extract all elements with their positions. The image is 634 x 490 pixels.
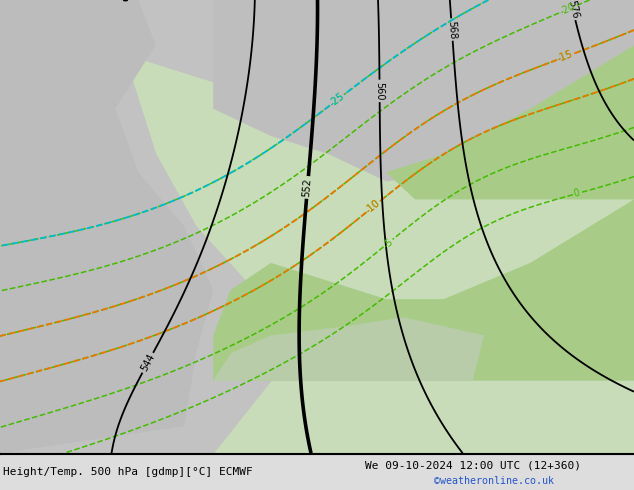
Text: -10: -10 xyxy=(364,198,382,216)
Text: -15: -15 xyxy=(556,49,574,64)
Polygon shape xyxy=(0,0,634,109)
Text: -15: -15 xyxy=(556,49,574,64)
Polygon shape xyxy=(213,318,484,381)
Text: ©weatheronline.co.uk: ©weatheronline.co.uk xyxy=(434,476,554,486)
Text: 576: 576 xyxy=(566,0,579,19)
Text: -20: -20 xyxy=(558,2,576,17)
Text: 544: 544 xyxy=(139,352,157,373)
Text: -25: -25 xyxy=(328,91,346,109)
Text: We 09-10-2024 12:00 UTC (12+360): We 09-10-2024 12:00 UTC (12+360) xyxy=(365,461,581,470)
Polygon shape xyxy=(213,0,634,199)
Text: 552: 552 xyxy=(302,178,313,197)
Polygon shape xyxy=(386,46,634,199)
Polygon shape xyxy=(0,0,271,453)
Text: -5: -5 xyxy=(381,236,395,250)
Text: -10: -10 xyxy=(364,198,382,216)
Text: -25: -25 xyxy=(328,91,346,109)
Text: 568: 568 xyxy=(446,20,458,39)
Text: 560: 560 xyxy=(375,82,385,100)
Polygon shape xyxy=(0,0,213,453)
Polygon shape xyxy=(213,199,634,381)
Text: Height/Temp. 500 hPa [gdmp][°C] ECMWF: Height/Temp. 500 hPa [gdmp][°C] ECMWF xyxy=(3,467,253,477)
Text: 0: 0 xyxy=(573,188,581,199)
